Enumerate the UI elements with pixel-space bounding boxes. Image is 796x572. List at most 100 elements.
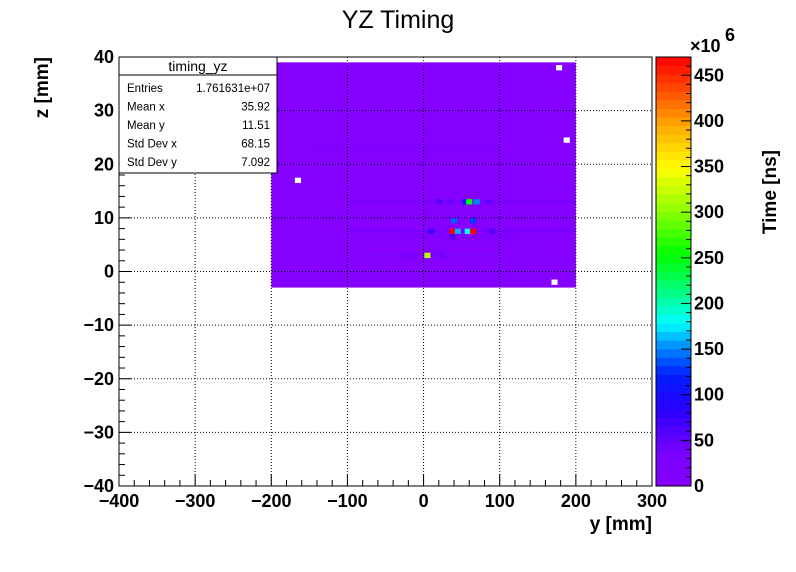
palette-band	[656, 348, 691, 358]
heatmap-bin	[470, 217, 477, 224]
z-tick-label: 450	[694, 65, 724, 85]
z-axis: 0 50 100 150 200 250 300 350 400 450	[681, 56, 724, 496]
palette-band	[656, 185, 691, 195]
stats-row-label: Entries	[127, 83, 163, 95]
stats-row-value: 1.761631e+07	[196, 83, 270, 95]
palette-band	[656, 322, 691, 333]
heatmap-streak	[347, 229, 576, 233]
palette-band	[656, 134, 691, 144]
palette-band	[656, 460, 691, 470]
z-tick-label: 150	[694, 339, 724, 359]
heatmap-bin	[466, 199, 473, 205]
palette-band	[656, 434, 691, 444]
palette-band	[656, 400, 691, 410]
chart-title: YZ Timing	[342, 6, 455, 34]
palette-band	[656, 374, 691, 384]
palette-band	[656, 151, 691, 161]
x-axis-title: y [mm]	[590, 514, 652, 535]
heatmap-bin	[424, 252, 431, 259]
heatmap-streak	[347, 200, 576, 204]
heatmap-streak	[309, 146, 500, 150]
heatmap-bin	[428, 228, 435, 234]
heatmap-bin	[485, 199, 492, 205]
heatmap-bin	[294, 177, 301, 184]
heatmap-bin	[489, 228, 496, 234]
palette-band	[656, 365, 691, 375]
heatmap-streak	[377, 208, 531, 212]
palette-band	[656, 245, 691, 255]
z-tick-label: 350	[694, 157, 724, 177]
heatmap-streak	[408, 130, 523, 134]
palette-band	[656, 391, 691, 401]
heatmap-bin	[405, 252, 412, 259]
palette-band	[656, 468, 691, 478]
y-tick-label: 20	[94, 154, 114, 174]
x-tick-label: 200	[561, 491, 591, 511]
y-tick-label: 0	[104, 262, 114, 282]
stats-box-title: timing_yz	[168, 58, 227, 74]
palette-band	[656, 108, 691, 118]
z-tick-label: 100	[694, 385, 724, 405]
stats-box-frame	[118, 56, 278, 174]
z-axis-exponent-base: ×10	[690, 36, 721, 56]
heatmap-streak	[400, 235, 515, 239]
y-axis: −40 −30 −20 −10 0 10 20 30 40	[83, 47, 131, 496]
palette-band	[656, 280, 691, 290]
palette-band	[656, 91, 691, 101]
palette-band	[656, 451, 691, 461]
heatmap-bin	[447, 199, 454, 205]
z-tick-label: 0	[694, 476, 704, 496]
palette-band	[656, 159, 691, 170]
z-tick-label: 200	[694, 293, 724, 313]
palette-band	[656, 237, 691, 247]
x-tick-label: −100	[327, 491, 368, 511]
color-palette	[656, 57, 691, 487]
z-tick-label: 50	[694, 430, 714, 450]
heatmap-bin	[551, 279, 558, 285]
stats-row-value: 35.92	[241, 102, 270, 114]
heatmap-streak	[332, 154, 477, 158]
palette-band	[656, 297, 691, 307]
palette-band	[656, 99, 691, 109]
z-axis-exponent-power: 6	[725, 25, 735, 45]
x-tick-label: 100	[485, 491, 515, 511]
heatmap-bin	[473, 199, 480, 205]
heatmap-streak	[355, 173, 401, 177]
palette-band	[656, 82, 691, 92]
palette-band	[656, 477, 691, 487]
stats-row-value: 7.092	[241, 157, 270, 169]
palette-band	[656, 168, 691, 178]
heatmap-bin	[454, 228, 461, 234]
palette-band	[656, 228, 691, 238]
palette-band	[656, 305, 691, 315]
y-axis-title: z [mm]	[32, 57, 53, 118]
palette-band	[656, 211, 691, 221]
palette-band	[656, 202, 691, 212]
stats-row-value: 11.51	[242, 120, 270, 132]
heatmap-bin	[462, 199, 469, 205]
stats-row-label: Mean x	[127, 102, 165, 114]
heatmap-bin	[556, 65, 563, 71]
palette-band	[656, 74, 691, 84]
x-tick-label: −300	[175, 491, 216, 511]
palette-band	[656, 314, 691, 324]
palette-band	[656, 340, 691, 350]
stats-row-label: Mean y	[127, 120, 165, 132]
palette-band	[656, 271, 691, 281]
heatmap-bin	[449, 233, 456, 240]
y-tick-label: −20	[83, 369, 114, 389]
palette-band	[656, 142, 691, 152]
palette-band	[656, 331, 691, 341]
heatmap-bin	[450, 217, 458, 224]
palette-band	[656, 57, 691, 67]
palette-band	[656, 288, 691, 298]
palette-band	[656, 65, 691, 75]
x-tick-label: −200	[251, 491, 292, 511]
palette-band	[656, 117, 691, 127]
y-tick-label: 30	[94, 101, 114, 121]
x-tick-label: 0	[419, 491, 429, 511]
heatmap-bin	[464, 228, 471, 234]
y-tick-label: 10	[94, 208, 114, 228]
palette-band	[656, 383, 691, 393]
